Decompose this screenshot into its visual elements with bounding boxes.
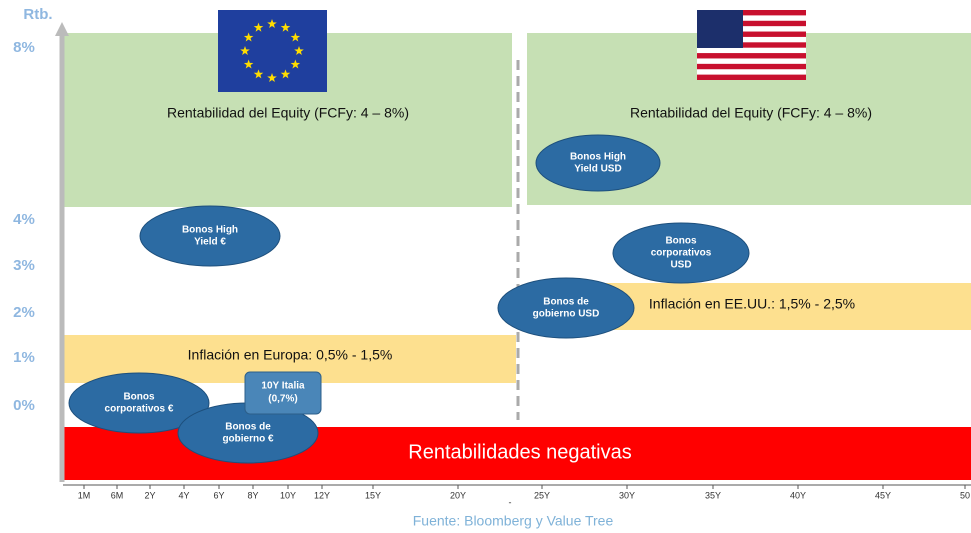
eu-flag [218, 10, 327, 92]
zone-label: Rentabilidades negativas [408, 441, 632, 463]
bubble-label: gobierno USD [533, 309, 600, 320]
bubble-label: gobierno € [222, 434, 274, 445]
x-label: 35Y [705, 490, 721, 500]
star [253, 22, 264, 32]
star [280, 22, 291, 32]
bubble-label: corporativos € [105, 404, 174, 415]
star [290, 59, 301, 69]
x-label: 50 [960, 490, 970, 500]
stripe [697, 10, 806, 16]
y-label: 0% [13, 397, 35, 414]
stripe [697, 63, 806, 70]
stripe [697, 53, 806, 59]
zone-label: Inflación en Europa: 0,5% - 1,5% [188, 347, 393, 363]
x-label: 15Y [365, 490, 381, 500]
x-label: 1M [78, 490, 91, 500]
y-label: 1% [13, 349, 35, 366]
bubble-label: Bonos de [225, 422, 271, 433]
x-label: 20Y [450, 490, 466, 500]
star [267, 19, 277, 28]
x-label: 45Y [875, 490, 891, 500]
y-label: 8% [13, 39, 35, 56]
x-label: 2Y [144, 490, 155, 500]
star [290, 32, 301, 42]
zone-label: Rentabilidad del Equity (FCFy: 4 – 8%) [630, 105, 872, 121]
bubble-label: USD [670, 260, 691, 271]
x-mark: - [509, 497, 512, 507]
y-label: 2% [13, 304, 35, 321]
canton [697, 10, 743, 48]
bubble [139, 205, 281, 267]
bubble-label: Bonos de [543, 297, 589, 308]
x-label: 6M [111, 490, 124, 500]
zone-label: Rentabilidad del Equity (FCFy: 4 – 8%) [167, 105, 409, 121]
bubble [612, 222, 750, 284]
callout-label: 10Y Italia [261, 381, 305, 392]
x-label: 8Y [247, 490, 258, 500]
bubble-label: Bonos [665, 236, 697, 247]
zone-label: Inflación en EE.UU.: 1,5% - 2,5% [649, 296, 855, 312]
stripe [697, 20, 806, 27]
y-axis-arrow [55, 22, 69, 36]
y-label: 4% [13, 211, 35, 228]
star [243, 59, 254, 69]
source: Fuente: Bloomberg y Value Tree [413, 513, 614, 529]
star [294, 46, 304, 55]
bubble [68, 372, 210, 434]
x-label: 30Y [619, 490, 635, 500]
x-label: 12Y [314, 490, 330, 500]
bubble [535, 134, 661, 192]
x-label: 4Y [178, 490, 189, 500]
star [240, 46, 250, 55]
inflation-zone-us [600, 283, 971, 330]
bubble-label: Yield USD [574, 164, 621, 175]
bubble [497, 277, 635, 339]
star [243, 32, 254, 42]
stripe [697, 42, 806, 48]
callout [244, 371, 322, 415]
bubble-label: Yield € [194, 237, 226, 248]
us-flag [697, 10, 806, 80]
star [280, 69, 291, 79]
bubble-label: corporativos [651, 248, 712, 259]
bubble-label: Bonos High [182, 225, 238, 236]
stripe [697, 74, 806, 80]
x-label: 40Y [790, 490, 806, 500]
star [253, 69, 264, 79]
y-title: Rtb. [23, 6, 52, 23]
stripe [697, 31, 806, 37]
bubble-label: Bonos High [570, 152, 626, 163]
x-label: 25Y [534, 490, 550, 500]
star [267, 73, 277, 82]
y-label: 3% [13, 257, 35, 274]
bubble-label: Bonos [123, 392, 155, 403]
x-label: 6Y [213, 490, 224, 500]
callout-label: (0,7%) [268, 394, 297, 405]
x-label: 10Y [280, 490, 296, 500]
